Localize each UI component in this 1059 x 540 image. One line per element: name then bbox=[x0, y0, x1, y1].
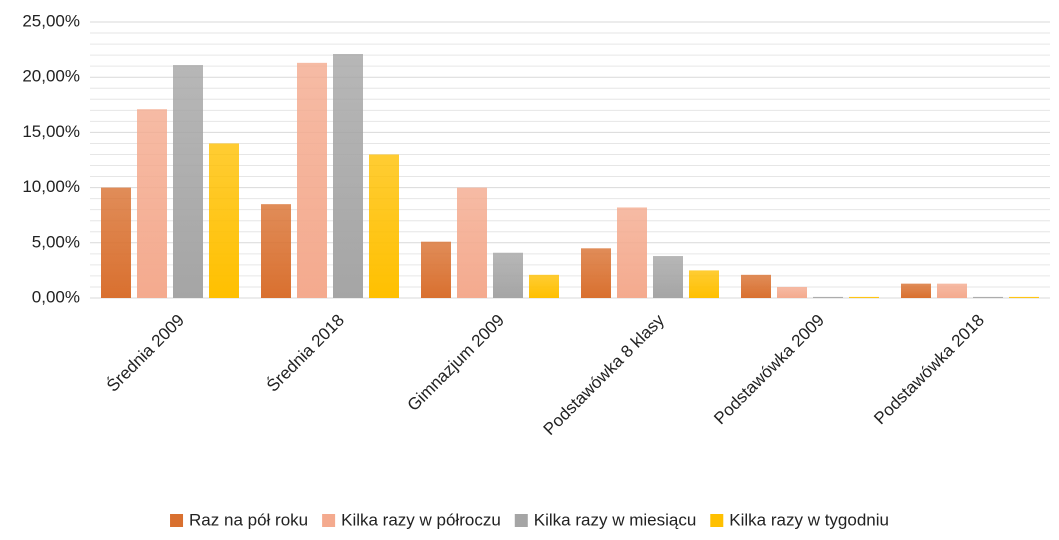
legend-label: Kilka razy w tygodniu bbox=[729, 510, 889, 529]
bar bbox=[741, 274, 771, 298]
bar bbox=[209, 143, 239, 298]
y-tick-label: 5,00% bbox=[32, 232, 80, 251]
legend: Raz na pół roku Kilka razy w półroczu Kilk… bbox=[170, 510, 889, 529]
legend-swatch bbox=[514, 514, 528, 527]
x-tick-label: Średnia 2009 bbox=[103, 311, 188, 396]
bar bbox=[581, 248, 611, 298]
bar bbox=[457, 187, 487, 298]
x-tick-label: Podstawówka 2009 bbox=[710, 311, 828, 429]
y-tick-label: 0,00% bbox=[32, 287, 80, 306]
bar bbox=[777, 286, 807, 298]
x-tick-label: Podstawówka 2018 bbox=[870, 311, 988, 429]
bar bbox=[529, 274, 559, 298]
bar bbox=[173, 65, 203, 298]
bar bbox=[617, 207, 647, 298]
bar bbox=[689, 270, 719, 298]
x-tick-label: Gimnazjum 2009 bbox=[404, 311, 508, 415]
bar bbox=[849, 296, 879, 298]
bar bbox=[333, 54, 363, 299]
legend-label: Kilka razy w miesiącu bbox=[534, 510, 697, 529]
y-tick-label: 10,00% bbox=[22, 177, 80, 196]
x-tick-label: Podstawówka 8 klasy bbox=[540, 310, 669, 439]
legend-swatch bbox=[322, 514, 336, 527]
bar bbox=[137, 109, 167, 298]
bar bbox=[813, 296, 843, 298]
bar bbox=[653, 256, 683, 298]
bar bbox=[973, 296, 1003, 298]
bar bbox=[261, 204, 291, 298]
bar bbox=[493, 252, 523, 298]
legend-swatch bbox=[710, 514, 724, 527]
legend-label: Raz na pół roku bbox=[189, 510, 308, 529]
bar bbox=[297, 62, 327, 299]
x-tick-label: Średnia 2018 bbox=[263, 311, 348, 396]
y-tick-label: 20,00% bbox=[22, 67, 80, 86]
bar bbox=[937, 283, 967, 298]
bar bbox=[101, 187, 131, 298]
legend-swatch bbox=[170, 514, 184, 527]
legend-label: Kilka razy w półroczu bbox=[341, 510, 501, 529]
bar bbox=[421, 241, 451, 298]
bar bbox=[1009, 296, 1039, 298]
bar bbox=[369, 154, 399, 298]
y-tick-label: 15,00% bbox=[22, 122, 80, 141]
y-tick-label: 25,00% bbox=[22, 11, 80, 30]
bar bbox=[901, 283, 931, 298]
